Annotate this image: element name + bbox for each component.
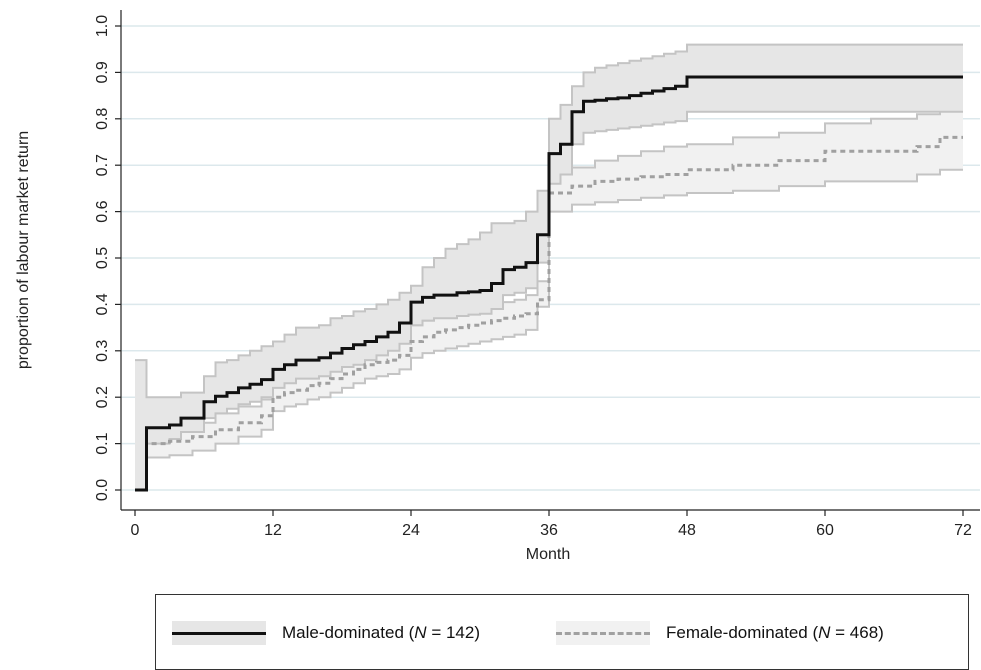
y-tick-label-0.1: 0.1 bbox=[94, 432, 111, 454]
x-tick-label-60: 60 bbox=[816, 522, 834, 539]
axes: 0.0 0.1 0.2 0.3 0.4 0.5 0.6 0.7 0.8 0.9 1.0 0 12 24 36… bbox=[94, 10, 980, 539]
y-tick-label-0.9: 0.9 bbox=[94, 61, 111, 83]
y-tick-label-0.0: 0.0 bbox=[94, 479, 111, 501]
y-tick-label-1.0: 1.0 bbox=[94, 15, 111, 37]
legend-swatch-male bbox=[172, 621, 266, 645]
legend-entry-female: Female-dominated (N = 468) bbox=[556, 621, 884, 645]
series-line-0 bbox=[135, 75, 963, 492]
y-tick-label-0.6: 0.6 bbox=[94, 200, 111, 222]
x-tick-label-36: 36 bbox=[540, 522, 558, 539]
series-lines bbox=[135, 75, 963, 492]
y-tick-label-0.2: 0.2 bbox=[94, 386, 111, 408]
legend-swatch-female bbox=[556, 621, 650, 645]
y-axis-title: proportion of labour market return bbox=[15, 131, 32, 369]
legend-label-male: Male-dominated (N = 142) bbox=[282, 623, 480, 642]
legend-label-female: Female-dominated (N = 468) bbox=[666, 623, 884, 642]
x-tick-label-0: 0 bbox=[131, 522, 140, 539]
y-tick-label-0.3: 0.3 bbox=[94, 340, 111, 362]
x-tick-label-48: 48 bbox=[678, 522, 696, 539]
legend-entry-male: Male-dominated (N = 142) bbox=[172, 621, 480, 645]
x-tick-label-72: 72 bbox=[954, 522, 972, 539]
y-tick-label-0.5: 0.5 bbox=[94, 247, 111, 269]
y-tick-label-0.8: 0.8 bbox=[94, 108, 111, 130]
series-line-1 bbox=[135, 135, 963, 492]
ci-lower-1 bbox=[135, 168, 963, 491]
survival-chart: 0.0 0.1 0.2 0.3 0.4 0.5 0.6 0.7 0.8 0.9 1.0 0 12 24 36… bbox=[15, 10, 980, 563]
y-tick-label-0.7: 0.7 bbox=[94, 154, 111, 176]
ci-upper-0 bbox=[135, 43, 963, 399]
x-tick-label-24: 24 bbox=[402, 522, 420, 539]
y-tick-label-0.4: 0.4 bbox=[94, 293, 111, 315]
x-axis-title: Month bbox=[526, 546, 570, 563]
legend: Male-dominated (N = 142) Female-dominate… bbox=[155, 594, 969, 670]
ci-lower-0 bbox=[135, 110, 963, 491]
x-tick-label-12: 12 bbox=[264, 522, 282, 539]
